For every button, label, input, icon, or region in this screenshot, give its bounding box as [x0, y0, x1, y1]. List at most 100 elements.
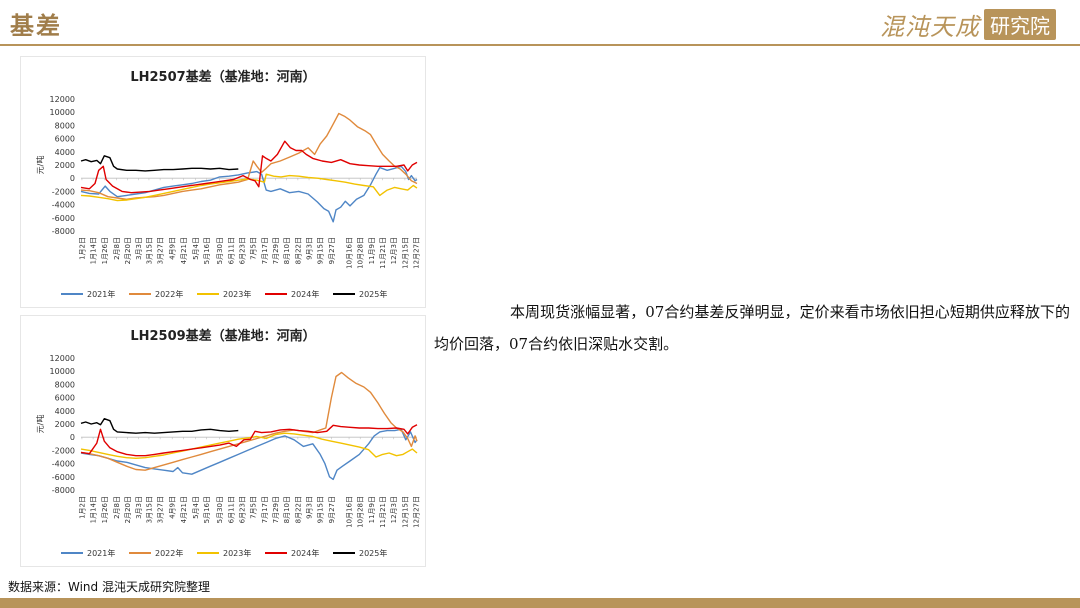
footer-bar — [0, 598, 1080, 608]
page-title: 基差 — [10, 11, 62, 40]
series-line-2023 — [80, 173, 418, 202]
company-logo: 混沌天成 研究院 — [880, 8, 1056, 41]
x-tick-label: 10月28日 — [357, 237, 365, 269]
chart-panel-lh2507: LH2507基差（基准地：河南） 12000 10000 8000 6000 4000 20… — [20, 56, 426, 308]
x-tick-label: 8月10日 — [283, 237, 291, 264]
x-tick-label: 4月21日 — [180, 496, 188, 523]
x-tick-label: 8月22日 — [294, 237, 302, 264]
y-tick-label: -4000 — [52, 460, 75, 469]
x-tick-label: 12月15日 — [401, 496, 409, 528]
x-tick-label: 2月20日 — [124, 496, 132, 523]
x-tick-label: 5月16日 — [203, 496, 211, 523]
y-tick-label: 6000 — [55, 135, 75, 144]
y-tick-label: 12000 — [50, 354, 75, 363]
y-tick-label: 10000 — [50, 108, 75, 117]
legend-label: 2021年 — [87, 548, 115, 558]
chart-panel-lh2509: LH2509基差（基准地：河南） 12000 10000 8000 6000 4000 20… — [20, 315, 426, 567]
legend-label: 2023年 — [223, 548, 251, 558]
x-tick-label: 1月14日 — [90, 496, 98, 523]
x-tick-label: 1月2日 — [78, 237, 86, 260]
x-tick-label: 12月3日 — [390, 237, 398, 264]
x-tick-label: 4月9日 — [169, 237, 177, 260]
logo-script-text: 混沌天成 — [880, 12, 980, 41]
x-tick-label: 7月29日 — [272, 496, 280, 523]
x-tick-label: 3月3日 — [135, 496, 143, 519]
x-tick-label: 4月9日 — [169, 496, 177, 519]
x-tick-label: 7月17日 — [261, 237, 269, 264]
y-tick-label: 8000 — [55, 380, 75, 389]
x-tick-label: 5月30日 — [216, 496, 224, 523]
x-tick-label: 5月4日 — [192, 496, 200, 519]
analysis-paragraph: 本周现货涨幅显著，07合约基差反弹明显，定价来看市场依旧担心短期供应释放下的均价… — [434, 303, 1070, 353]
legend-label: 2025年 — [359, 548, 387, 558]
x-tick-label: 3月15日 — [145, 496, 153, 523]
y-tick-label: 8000 — [55, 121, 75, 130]
y-tick-label: 0 — [70, 174, 75, 183]
series-line-2023 — [80, 432, 418, 459]
y-tick-label: -6000 — [52, 473, 75, 482]
series-line-2021 — [80, 165, 418, 223]
x-tick-label: 3月27日 — [157, 496, 165, 523]
x-tick-label: 11月21日 — [379, 496, 387, 528]
x-tick-label: 12月3日 — [390, 496, 398, 523]
data-source-note: 数据来源：Wind 混沌天成研究院整理 — [8, 580, 210, 594]
x-tick-label: 2月8日 — [113, 237, 121, 260]
y-axis-label: 元/吨 — [35, 415, 45, 434]
x-tick-label: 6月11日 — [227, 496, 235, 523]
y-tick-label: 6000 — [55, 394, 75, 403]
x-tick-label: 5月30日 — [216, 237, 224, 264]
legend-label: 2024年 — [291, 548, 319, 558]
y-tick-label: -2000 — [52, 187, 75, 196]
y-tick-label: 4000 — [55, 407, 75, 416]
legend-label: 2024年 — [291, 289, 319, 299]
x-tick-label: 7月5日 — [250, 237, 258, 260]
y-tick-label: 10000 — [50, 367, 75, 376]
x-tick-label: 1月26日 — [101, 496, 109, 523]
x-tick-label: 10月16日 — [346, 237, 354, 269]
series-line-2025 — [80, 155, 239, 172]
legend-label: 2021年 — [87, 289, 115, 299]
y-tick-label: 12000 — [50, 95, 75, 104]
legend-label: 2022年 — [155, 289, 183, 299]
x-tick-label: 5月16日 — [203, 237, 211, 264]
y-tick-label: -4000 — [52, 201, 75, 210]
y-tick-label: -8000 — [52, 486, 75, 495]
header-divider — [0, 44, 1080, 46]
x-tick-label: 7月29日 — [272, 237, 280, 264]
x-tick-label: 1月14日 — [90, 237, 98, 264]
x-tick-label: 9月3日 — [306, 496, 314, 519]
y-tick-label: 0 — [70, 433, 75, 442]
x-tick-label: 1月2日 — [78, 496, 86, 519]
y-tick-label: 2000 — [55, 161, 75, 170]
x-tick-label: 1月26日 — [101, 237, 109, 264]
x-tick-label: 8月10日 — [283, 496, 291, 523]
x-tick-label: 11月9日 — [368, 237, 376, 264]
chart-title: LH2509基差（基准地：河南） — [130, 328, 315, 344]
x-tick-label: 9月15日 — [317, 496, 325, 523]
legend-label: 2023年 — [223, 289, 251, 299]
chart-title: LH2507基差（基准地：河南） — [130, 69, 315, 85]
chart-lh2507: LH2507基差（基准地：河南） 12000 10000 8000 6000 4000 20… — [35, 69, 421, 299]
x-tick-label: 9月27日 — [328, 237, 336, 264]
x-tick-label: 11月9日 — [368, 496, 376, 523]
series-line-2025 — [80, 418, 239, 434]
y-axis-label: 元/吨 — [35, 156, 45, 175]
x-tick-label: 3月27日 — [157, 237, 165, 264]
series-line-2022 — [80, 371, 418, 471]
series-line-2024 — [80, 424, 418, 457]
logo-box-text: 研究院 — [984, 8, 1056, 40]
x-tick-label: 9月3日 — [306, 237, 314, 260]
x-tick-label: 12月27日 — [413, 237, 421, 269]
x-tick-label: 6月23日 — [239, 496, 247, 523]
x-tick-label: 5月4日 — [192, 237, 200, 260]
y-tick-label: -8000 — [52, 227, 75, 236]
x-tick-label: 7月5日 — [250, 496, 258, 519]
series-line-2024 — [80, 140, 418, 194]
x-tick-label: 3月3日 — [135, 237, 143, 260]
x-tick-label: 10月16日 — [346, 496, 354, 528]
x-tick-label: 3月15日 — [145, 237, 153, 264]
x-tick-label: 6月11日 — [227, 237, 235, 264]
y-tick-label: -6000 — [52, 214, 75, 223]
x-tick-label: 6月23日 — [239, 237, 247, 264]
x-tick-label: 9月15日 — [317, 237, 325, 264]
